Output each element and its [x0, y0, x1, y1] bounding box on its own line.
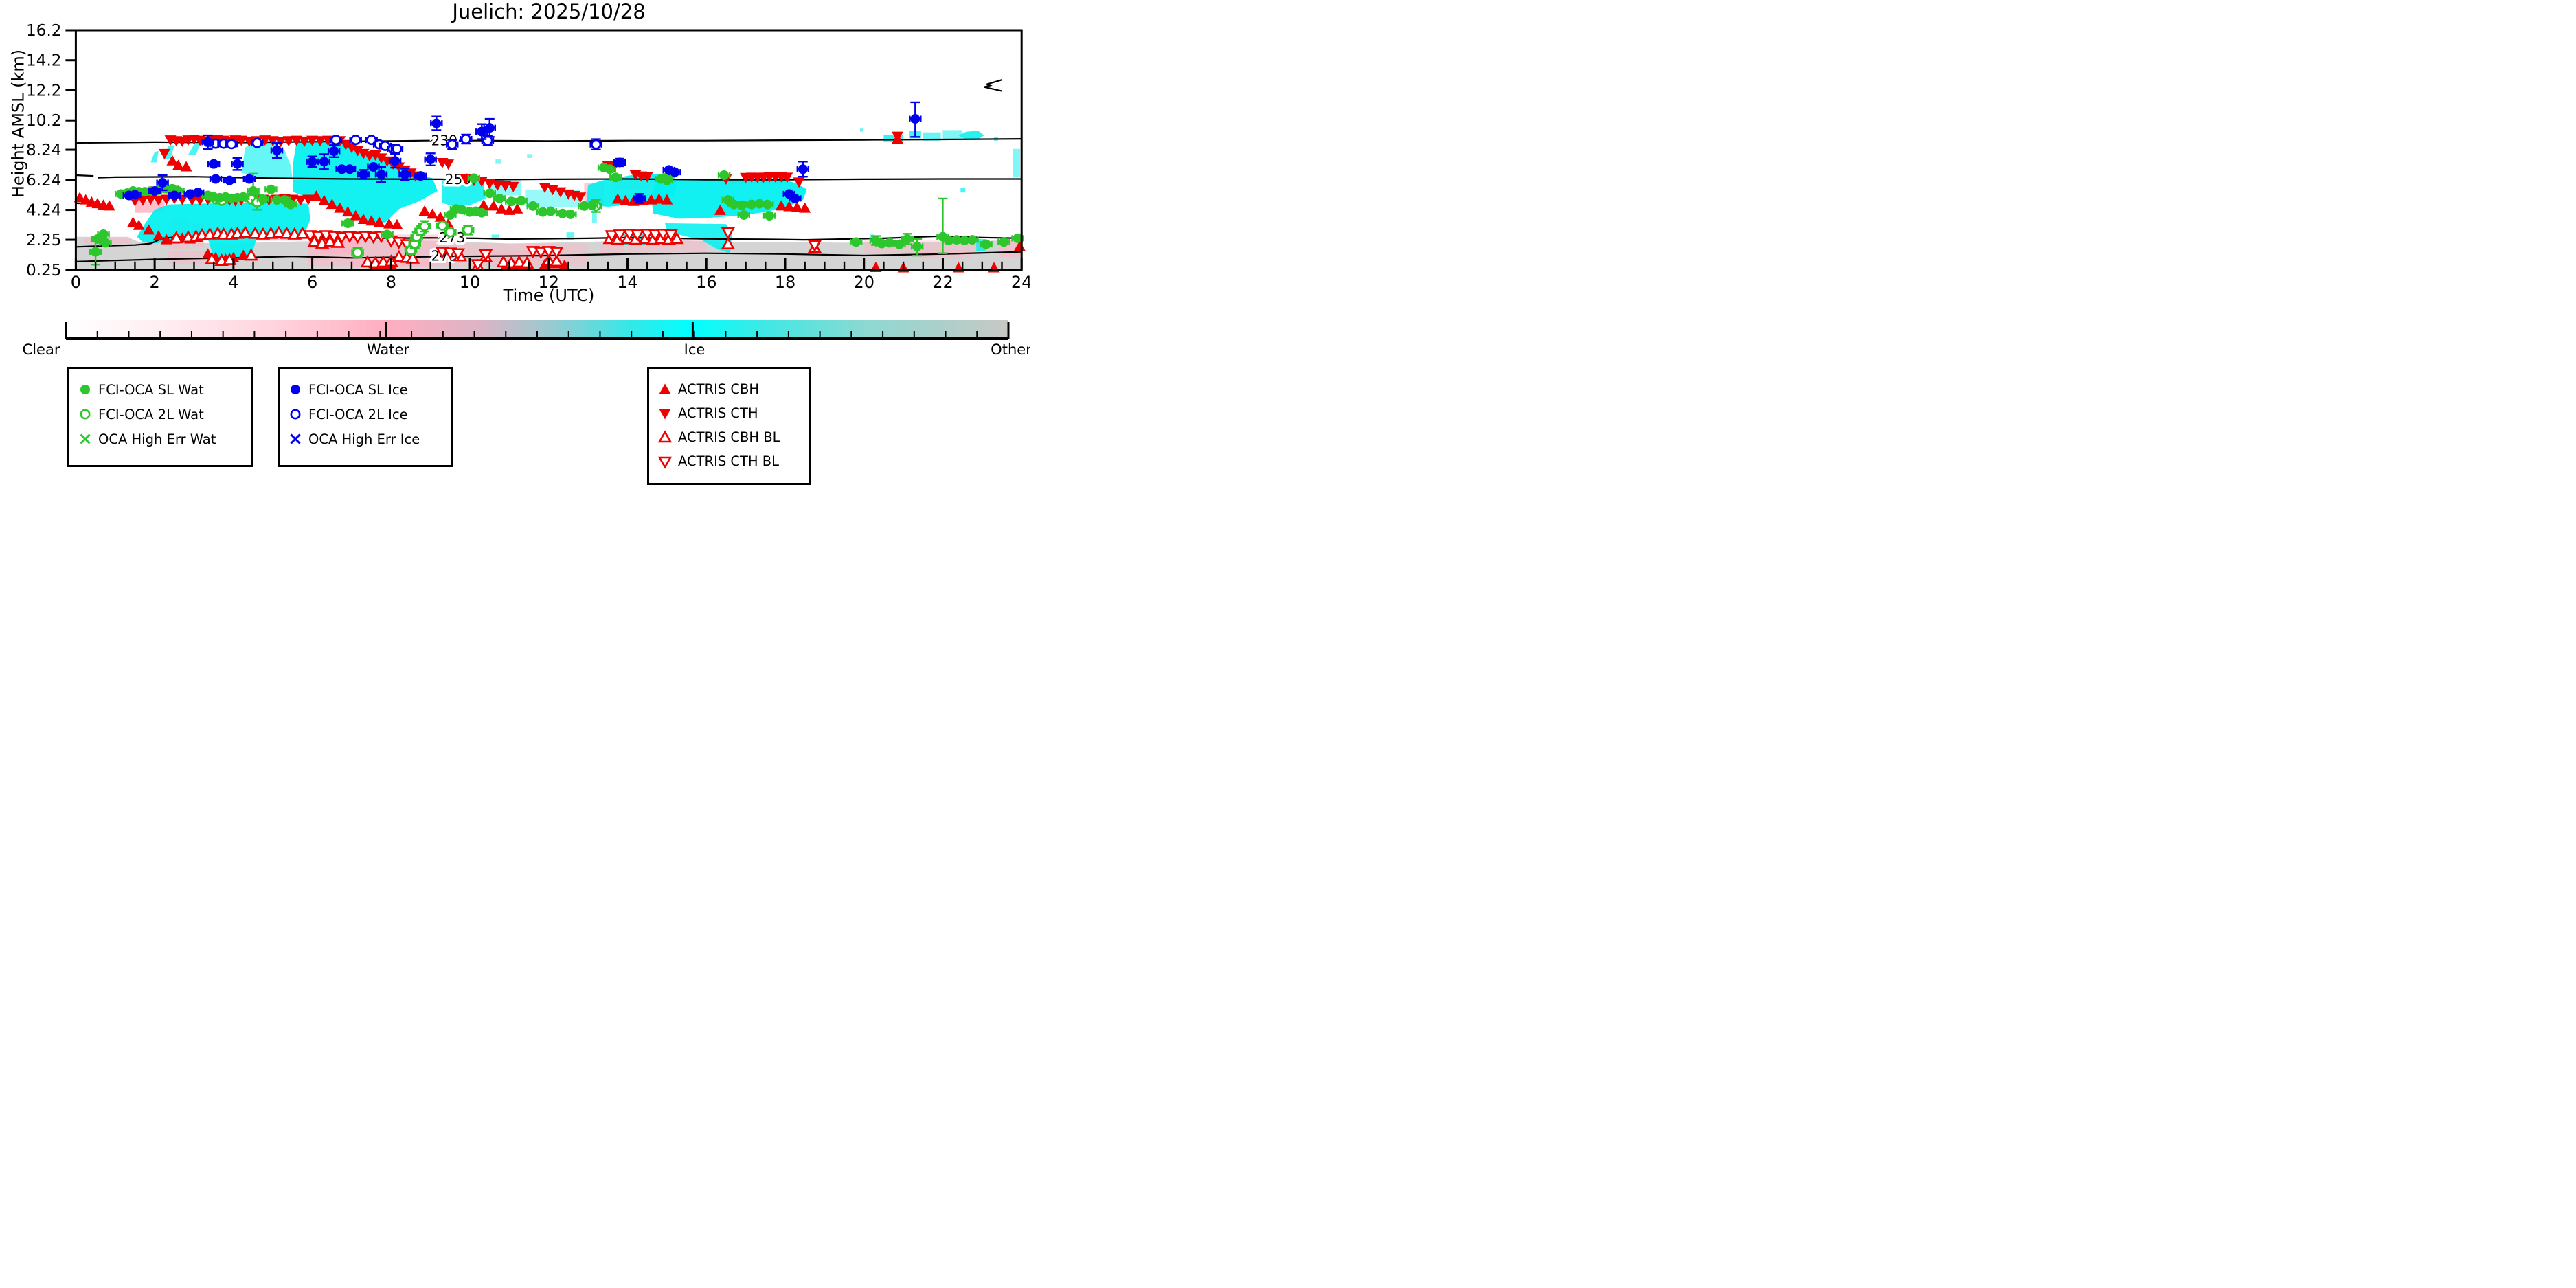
legend-actris-box: ACTRIS CBH ACTRIS CTH ACTRIS CBH BL ACTRIS … — [647, 367, 811, 485]
legend-item-label: FCI-OCA SL Ice — [308, 381, 408, 398]
x-icon — [290, 433, 301, 444]
colorbar-label-water: Water — [366, 341, 410, 358]
legend-item-fci-oca-2l-wat: FCI-OCA 2L Wat — [78, 402, 242, 427]
tri-up-filled-icon — [659, 383, 671, 394]
x-tick-label: 20 — [853, 273, 874, 292]
legend-item-actris-cth-bl: ACTRIS CTH BL — [657, 449, 800, 473]
x-tick-label: 18 — [775, 273, 796, 292]
legend-item-actris-cbh-bl: ACTRIS CBH BL — [657, 425, 800, 449]
legend-item-label: OCA High Err Ice — [308, 431, 420, 447]
legend-item-actris-cth: ACTRIS CTH — [657, 401, 800, 425]
legend-item-label: ACTRIS CTH BL — [678, 453, 780, 469]
x-tick-label: 14 — [617, 273, 638, 292]
y-tick-label: 4.24 — [26, 202, 61, 220]
x-tick-label: 2 — [149, 273, 159, 292]
colorbar-label-ice: Ice — [683, 341, 705, 358]
legend-item-actris-cbh: ACTRIS CBH — [657, 377, 800, 401]
legend-item-label: ACTRIS CBH — [678, 381, 760, 397]
tri-down-open-icon — [657, 456, 673, 469]
series-actris-cth-bl — [303, 227, 822, 272]
y-tick-label: 2.25 — [26, 231, 61, 249]
circle-open-icon — [290, 409, 301, 420]
x-tick-label: 16 — [696, 273, 717, 292]
y-tick-label: 6.24 — [26, 172, 61, 190]
x-tick-label: 6 — [307, 273, 317, 292]
y-tick-label: 14.2 — [26, 52, 61, 70]
series-fci-oca-2l-ice — [209, 133, 602, 155]
x-tick-label: 8 — [386, 273, 396, 292]
legend-water-box: FCI-OCA SL Wat FCI-OCA 2L Wat OCA High Err… — [67, 367, 253, 467]
axes: 0 2 4 6 8 10 12 14 16 18 20 22 240.252.254.246.248.2… — [26, 22, 1030, 292]
x-tick-label: 10 — [460, 273, 481, 292]
chart-title: Juelich: 2025/10/28 — [452, 0, 646, 23]
legend-item-fci-oca-sl-ice: FCI-OCA SL Ice — [288, 377, 443, 402]
legend-item-fci-oca-2l-ice: FCI-OCA 2L Ice — [288, 402, 443, 427]
legend-item-label: OCA High Err Wat — [98, 431, 216, 447]
legend-item-label: FCI-OCA SL Wat — [98, 381, 204, 398]
colorbar-label-clear: Clear — [22, 341, 60, 358]
circle-filled-icon — [291, 385, 300, 394]
x-tick-label: 12 — [539, 273, 560, 292]
circle-open-icon — [80, 409, 91, 420]
y-tick-label: 0.25 — [26, 262, 61, 280]
x-tick-label: 22 — [932, 273, 953, 292]
x-tick-label: 24 — [1011, 273, 1030, 292]
tri-down-filled-icon — [659, 409, 671, 419]
circle-filled-icon — [80, 385, 90, 394]
legend-item-label: FCI-OCA 2L Ice — [308, 406, 408, 422]
x-tick-label: 4 — [228, 273, 238, 292]
x-icon — [80, 433, 91, 444]
legend-item-label: ACTRIS CTH — [678, 405, 758, 421]
legend-item-label: ACTRIS CBH BL — [678, 429, 780, 445]
legend-item-label: FCI-OCA 2L Wat — [98, 406, 204, 422]
colorbar-label-other: Other — [991, 341, 1030, 358]
figure: 230 250 273 279 0 2 4 6 8 10 12 14 16 18 20 22 24 0.25 2.2… — [0, 0, 1030, 515]
y-tick-label: 8.24 — [26, 142, 61, 159]
legend-item-oca-high-err-ice: OCA High Err Ice — [288, 427, 443, 451]
y-tick-label: 10.2 — [26, 112, 61, 130]
y-axis-label: Height AMSL (km) — [8, 49, 28, 199]
tri-up-open-icon — [657, 429, 673, 442]
y-tick-label: 12.2 — [26, 82, 61, 100]
x-tick-label: 0 — [71, 273, 81, 292]
colorbar — [65, 320, 1010, 340]
legend-item-oca-high-err-wat: OCA High Err Wat — [78, 427, 242, 451]
y-tick-label: 16.2 — [26, 22, 61, 40]
series-fci-oca-sl-ice — [122, 101, 922, 204]
legend-item-fci-oca-sl-wat: FCI-OCA SL Wat — [78, 377, 242, 402]
x-axis-label: Time (UTC) — [503, 286, 595, 305]
legend-ice-box: FCI-OCA SL Ice FCI-OCA 2L Ice OCA High Err… — [278, 367, 453, 467]
